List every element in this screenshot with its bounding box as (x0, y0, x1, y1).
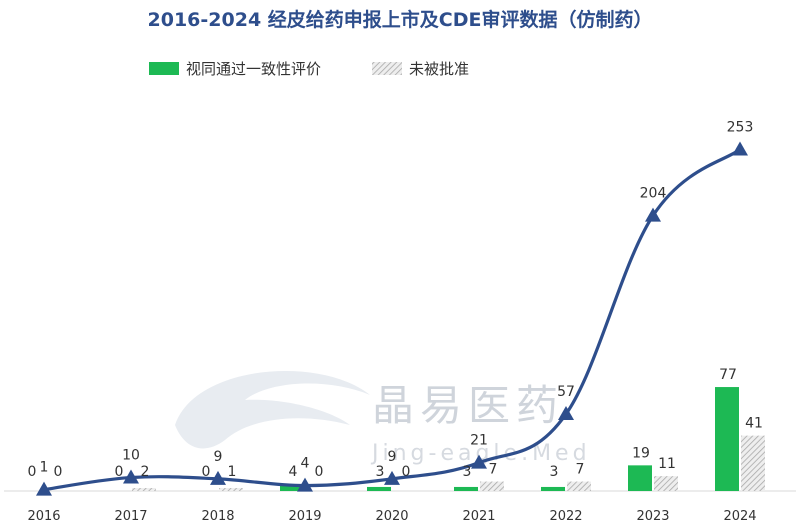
data-label-rejected-2017: 2 (141, 464, 150, 480)
data-label-rejected-2021: 7 (489, 462, 498, 478)
data-label-approved-2017: 0 (115, 464, 124, 480)
bar-rejected-2024 (741, 435, 765, 491)
x-tick-label-2019: 2019 (288, 509, 321, 524)
watermark: 晶易医药 Jing-eagle.Med (175, 371, 587, 466)
x-tick-label-2017: 2017 (114, 509, 147, 524)
data-label-approved-2024: 77 (719, 367, 737, 383)
data-label-total-2018: 9 (214, 449, 223, 465)
bar-approved-2022 (541, 486, 565, 491)
line-marker-2016 (36, 481, 52, 496)
data-label-rejected-2023: 11 (658, 456, 676, 472)
data-label-total-2016: 1 (40, 460, 49, 476)
bar-rejected-2021 (480, 481, 504, 491)
line-marker-2018 (210, 470, 226, 485)
data-label-total-2023: 204 (640, 186, 667, 202)
line-marker-2021 (471, 454, 487, 469)
bar-rejected-2023 (654, 476, 678, 491)
bar-approved-2024 (715, 387, 739, 491)
data-label-approved-2020: 3 (376, 464, 385, 480)
data-label-rejected-2018: 1 (228, 464, 237, 480)
data-label-rejected-2022: 7 (576, 462, 585, 478)
bar-approved-2021 (454, 486, 478, 491)
data-label-total-2020: 9 (388, 449, 397, 465)
data-label-approved-2019: 4 (289, 464, 298, 480)
chart-title: 2016-2024 经皮给药申报上市及CDE审评数据（仿制药） (148, 8, 653, 31)
legend-label-rejected: 未被批准 (409, 60, 469, 78)
legend-swatch-rejected (372, 62, 402, 75)
data-label-approved-2023: 19 (632, 445, 650, 461)
data-label-total-2017: 10 (122, 448, 140, 464)
data-label-total-2022: 57 (557, 384, 575, 400)
data-label-total-2019: 4 (301, 456, 310, 472)
legend-label-approved: 视同通过一致性评价 (186, 60, 321, 78)
data-label-approved-2016: 0 (28, 464, 37, 480)
bar-approved-2019 (280, 485, 304, 491)
x-tick-label-2023: 2023 (636, 509, 669, 524)
line-marker-2019 (297, 477, 313, 492)
legend: 视同通过一致性评价 未被批准 (149, 60, 469, 78)
bars (132, 387, 765, 491)
x-axis-ticks: 2016 2017 2018 2019 2020 2021 2022 2023 2024 (27, 509, 756, 524)
data-label-rejected-2019: 0 (315, 464, 324, 480)
data-label-approved-2021: 3 (463, 464, 472, 480)
data-label-rejected-2016: 0 (54, 464, 63, 480)
line-marker-2017 (123, 469, 139, 484)
bar-approved-2020 (367, 486, 391, 491)
bar-rejected-2018 (219, 488, 243, 491)
data-label-approved-2018: 0 (202, 464, 211, 480)
data-label-rejected-2024: 41 (745, 416, 763, 432)
x-tick-label-2018: 2018 (201, 509, 234, 524)
line-marker-2022 (558, 406, 574, 421)
data-label-rejected-2020: 0 (402, 464, 411, 480)
x-tick-label-2024: 2024 (723, 509, 756, 524)
x-tick-label-2022: 2022 (549, 509, 582, 524)
x-tick-label-2021: 2021 (462, 509, 495, 524)
data-label-total-2024: 253 (727, 119, 754, 135)
watermark-eagle-logo (175, 371, 370, 449)
x-tick-label-2016: 2016 (27, 509, 60, 524)
line-marker-2020 (384, 470, 400, 485)
bar-rejected-2022 (567, 481, 591, 491)
data-label-total-2021: 21 (470, 433, 488, 449)
data-label-approved-2022: 3 (550, 464, 559, 480)
x-tick-label-2020: 2020 (375, 509, 408, 524)
bar-rejected-2017 (132, 488, 156, 491)
line-marker-2024 (732, 141, 748, 156)
bar-approved-2023 (628, 465, 652, 491)
line-total (43, 148, 741, 492)
watermark-cn: 晶易医药 (372, 381, 564, 430)
legend-swatch-approved (149, 62, 179, 75)
line-series (36, 141, 748, 496)
line-marker-2023 (645, 207, 661, 222)
